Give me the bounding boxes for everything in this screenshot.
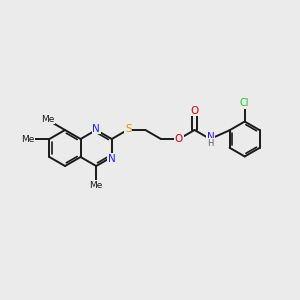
Text: N: N <box>207 133 214 142</box>
Text: N: N <box>92 124 100 134</box>
Text: Cl: Cl <box>240 98 250 108</box>
Text: N: N <box>108 154 116 164</box>
Text: Me: Me <box>21 134 34 143</box>
Text: H: H <box>207 139 214 148</box>
Text: Me: Me <box>89 181 103 190</box>
Text: S: S <box>125 124 132 134</box>
Text: Me: Me <box>41 115 54 124</box>
Text: O: O <box>190 106 199 116</box>
Text: O: O <box>175 134 183 144</box>
